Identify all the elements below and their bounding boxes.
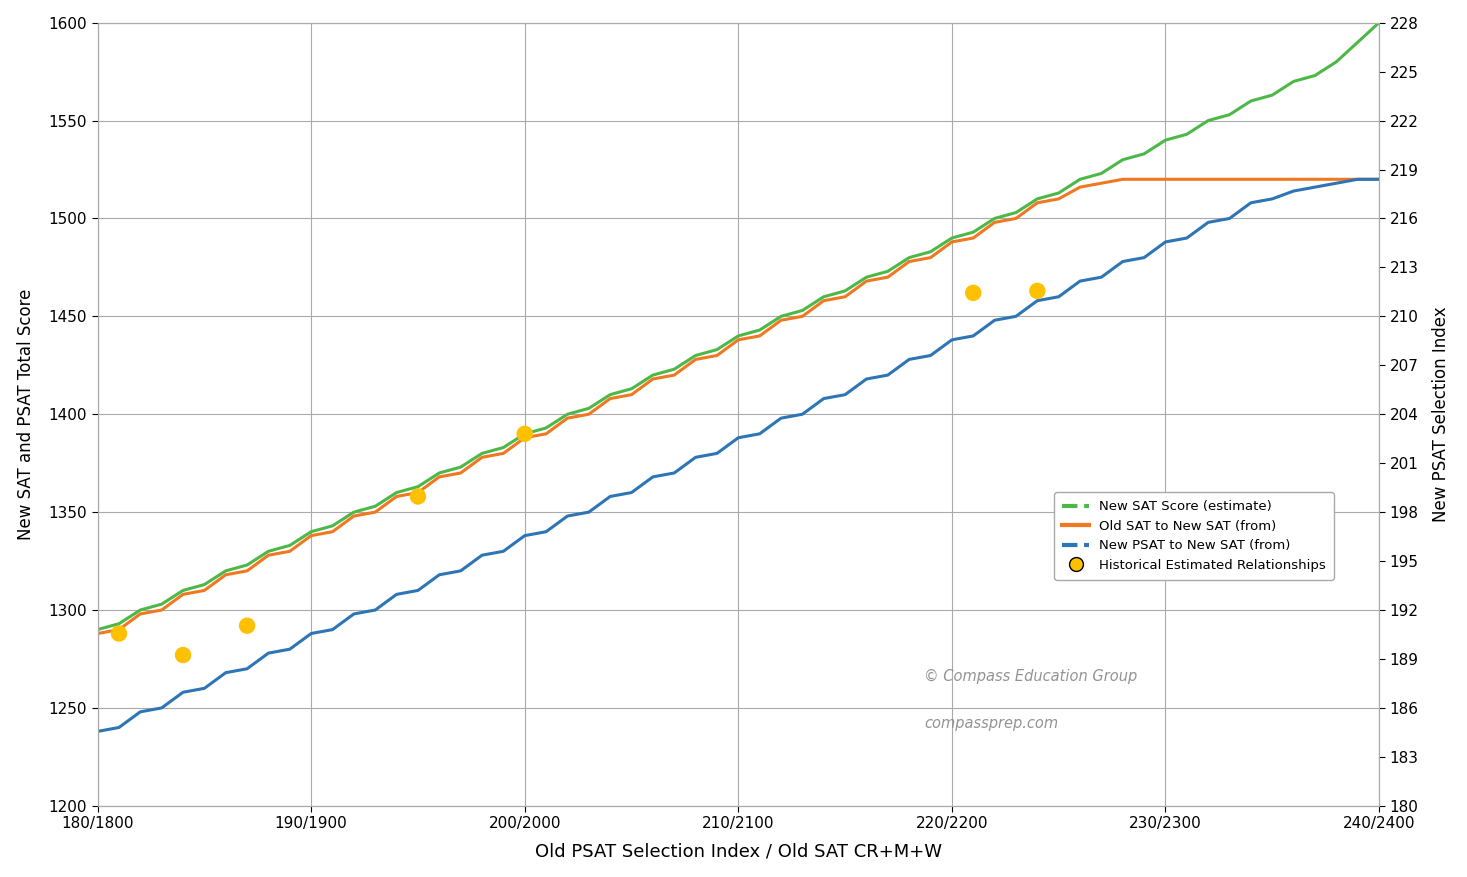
Point [1025, 284, 1049, 298]
Legend: New SAT Score (estimate), Old SAT to New SAT (from), New PSAT to New SAT (from),: New SAT Score (estimate), Old SAT to New… [1055, 492, 1334, 580]
Point [961, 286, 984, 300]
Point [513, 427, 537, 441]
Y-axis label: New SAT and PSAT Total Score: New SAT and PSAT Total Score [16, 289, 35, 540]
Text: compassprep.com: compassprep.com [924, 717, 1058, 731]
Text: © Compass Education Group: © Compass Education Group [924, 669, 1137, 684]
Y-axis label: New PSAT Selection Index: New PSAT Selection Index [1432, 306, 1451, 522]
X-axis label: Old PSAT Selection Index / Old SAT CR+M+W: Old PSAT Selection Index / Old SAT CR+M+… [535, 842, 942, 860]
Point [172, 648, 195, 662]
Point [235, 618, 258, 632]
Point [406, 489, 430, 503]
Point [107, 626, 131, 640]
